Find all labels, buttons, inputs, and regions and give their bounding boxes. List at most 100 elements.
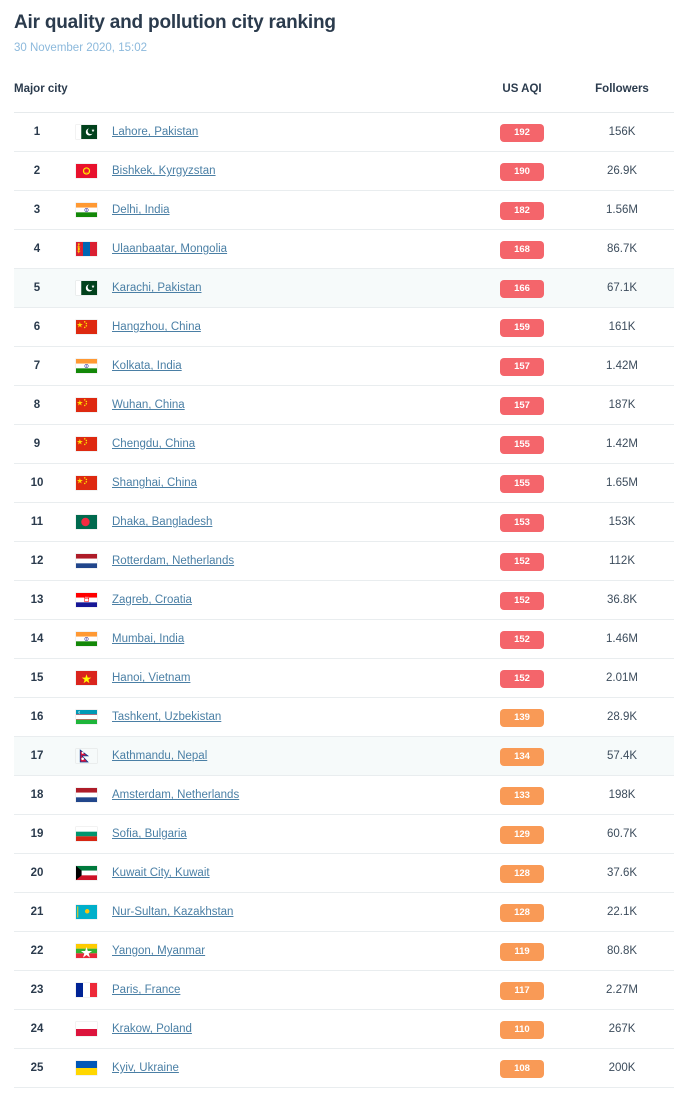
aqi-badge: 192: [500, 124, 544, 142]
aqi-cell: 155: [474, 425, 570, 464]
aqi-cell: 157: [474, 347, 570, 386]
city-link[interactable]: Kuwait City, Kuwait: [112, 867, 210, 879]
city-link[interactable]: Kolkata, India: [112, 360, 182, 372]
city-link[interactable]: Delhi, India: [112, 204, 170, 216]
aqi-cell: 192: [474, 113, 570, 152]
rank-number: 18: [14, 789, 60, 801]
rank-number: 23: [14, 984, 60, 996]
city-link[interactable]: Bishkek, Kyrgyzstan: [112, 165, 216, 177]
city-link[interactable]: Lahore, Pakistan: [112, 126, 198, 138]
aqi-cell: 155: [474, 464, 570, 503]
aqi-cell: 152: [474, 542, 570, 581]
flag-kw-icon: [60, 866, 112, 880]
city-link[interactable]: Mumbai, India: [112, 633, 184, 645]
column-header-major-city[interactable]: Major city: [14, 83, 474, 113]
city-link[interactable]: Hangzhou, China: [112, 321, 201, 333]
aqi-badge: 139: [500, 709, 544, 727]
rank-number: 19: [14, 828, 60, 840]
city-link[interactable]: Dhaka, Bangladesh: [112, 516, 212, 528]
followers-cell: 86.7K: [570, 230, 674, 269]
column-header-followers[interactable]: Followers: [570, 83, 674, 113]
city-link[interactable]: Paris, France: [112, 984, 180, 996]
rank-number: 3: [14, 204, 60, 216]
city-link[interactable]: Wuhan, China: [112, 399, 185, 411]
aqi-badge: 152: [500, 631, 544, 649]
followers-cell: 2.27M: [570, 971, 674, 1010]
rank-number: 4: [14, 243, 60, 255]
flag-mn-icon: [60, 242, 112, 256]
city-link[interactable]: Rotterdam, Netherlands: [112, 555, 234, 567]
city-link[interactable]: Nur-Sultan, Kazakhstan: [112, 906, 233, 918]
aqi-badge: 157: [500, 397, 544, 415]
air-quality-ranking-page: Air quality and pollution city ranking 3…: [0, 11, 688, 1088]
followers-cell: 1.42M: [570, 347, 674, 386]
flag-pl-icon: [60, 1022, 112, 1036]
flag-cn-icon: [60, 398, 112, 412]
city-link[interactable]: Tashkent, Uzbekistan: [112, 711, 221, 723]
aqi-cell: 190: [474, 152, 570, 191]
aqi-cell: 134: [474, 737, 570, 776]
table-row[interactable]: 23 Paris, France 117 2.27M: [14, 971, 674, 1010]
city-link[interactable]: Shanghai, China: [112, 477, 197, 489]
city-link[interactable]: Chengdu, China: [112, 438, 195, 450]
flag-uz-icon: [60, 710, 112, 724]
rank-number: 15: [14, 672, 60, 684]
city-link[interactable]: Ulaanbaatar, Mongolia: [112, 243, 227, 255]
city-link[interactable]: Amsterdam, Netherlands: [112, 789, 239, 801]
rank-number: 10: [14, 477, 60, 489]
flag-in-icon: [60, 203, 112, 217]
aqi-badge: 152: [500, 553, 544, 571]
followers-cell: 161K: [570, 308, 674, 347]
city-link[interactable]: Kathmandu, Nepal: [112, 750, 207, 762]
rank-number: 21: [14, 906, 60, 918]
followers-cell: 1.42M: [570, 425, 674, 464]
followers-cell: 80.8K: [570, 932, 674, 971]
city-link[interactable]: Sofia, Bulgaria: [112, 828, 187, 840]
aqi-badge: 155: [500, 475, 544, 493]
aqi-cell: 168: [474, 230, 570, 269]
city-link[interactable]: Karachi, Pakistan: [112, 282, 202, 294]
column-header-us-aqi[interactable]: US AQI: [474, 83, 570, 113]
followers-cell: 22.1K: [570, 893, 674, 932]
aqi-badge: 155: [500, 436, 544, 454]
city-link[interactable]: Zagreb, Croatia: [112, 594, 192, 606]
city-link[interactable]: Yangon, Myanmar: [112, 945, 205, 957]
city-link[interactable]: Kyiv, Ukraine: [112, 1062, 179, 1074]
city-cell: 4 Ulaanbaatar, Mongolia: [14, 230, 474, 269]
city-cell: 18 Amsterdam, Netherlands: [14, 776, 474, 815]
flag-hr-icon: [60, 593, 112, 607]
city-link[interactable]: Krakow, Poland: [112, 1023, 192, 1035]
aqi-badge: 117: [500, 982, 544, 1000]
aqi-cell: 110: [474, 1010, 570, 1049]
city-link[interactable]: Hanoi, Vietnam: [112, 672, 190, 684]
aqi-cell: 139: [474, 698, 570, 737]
